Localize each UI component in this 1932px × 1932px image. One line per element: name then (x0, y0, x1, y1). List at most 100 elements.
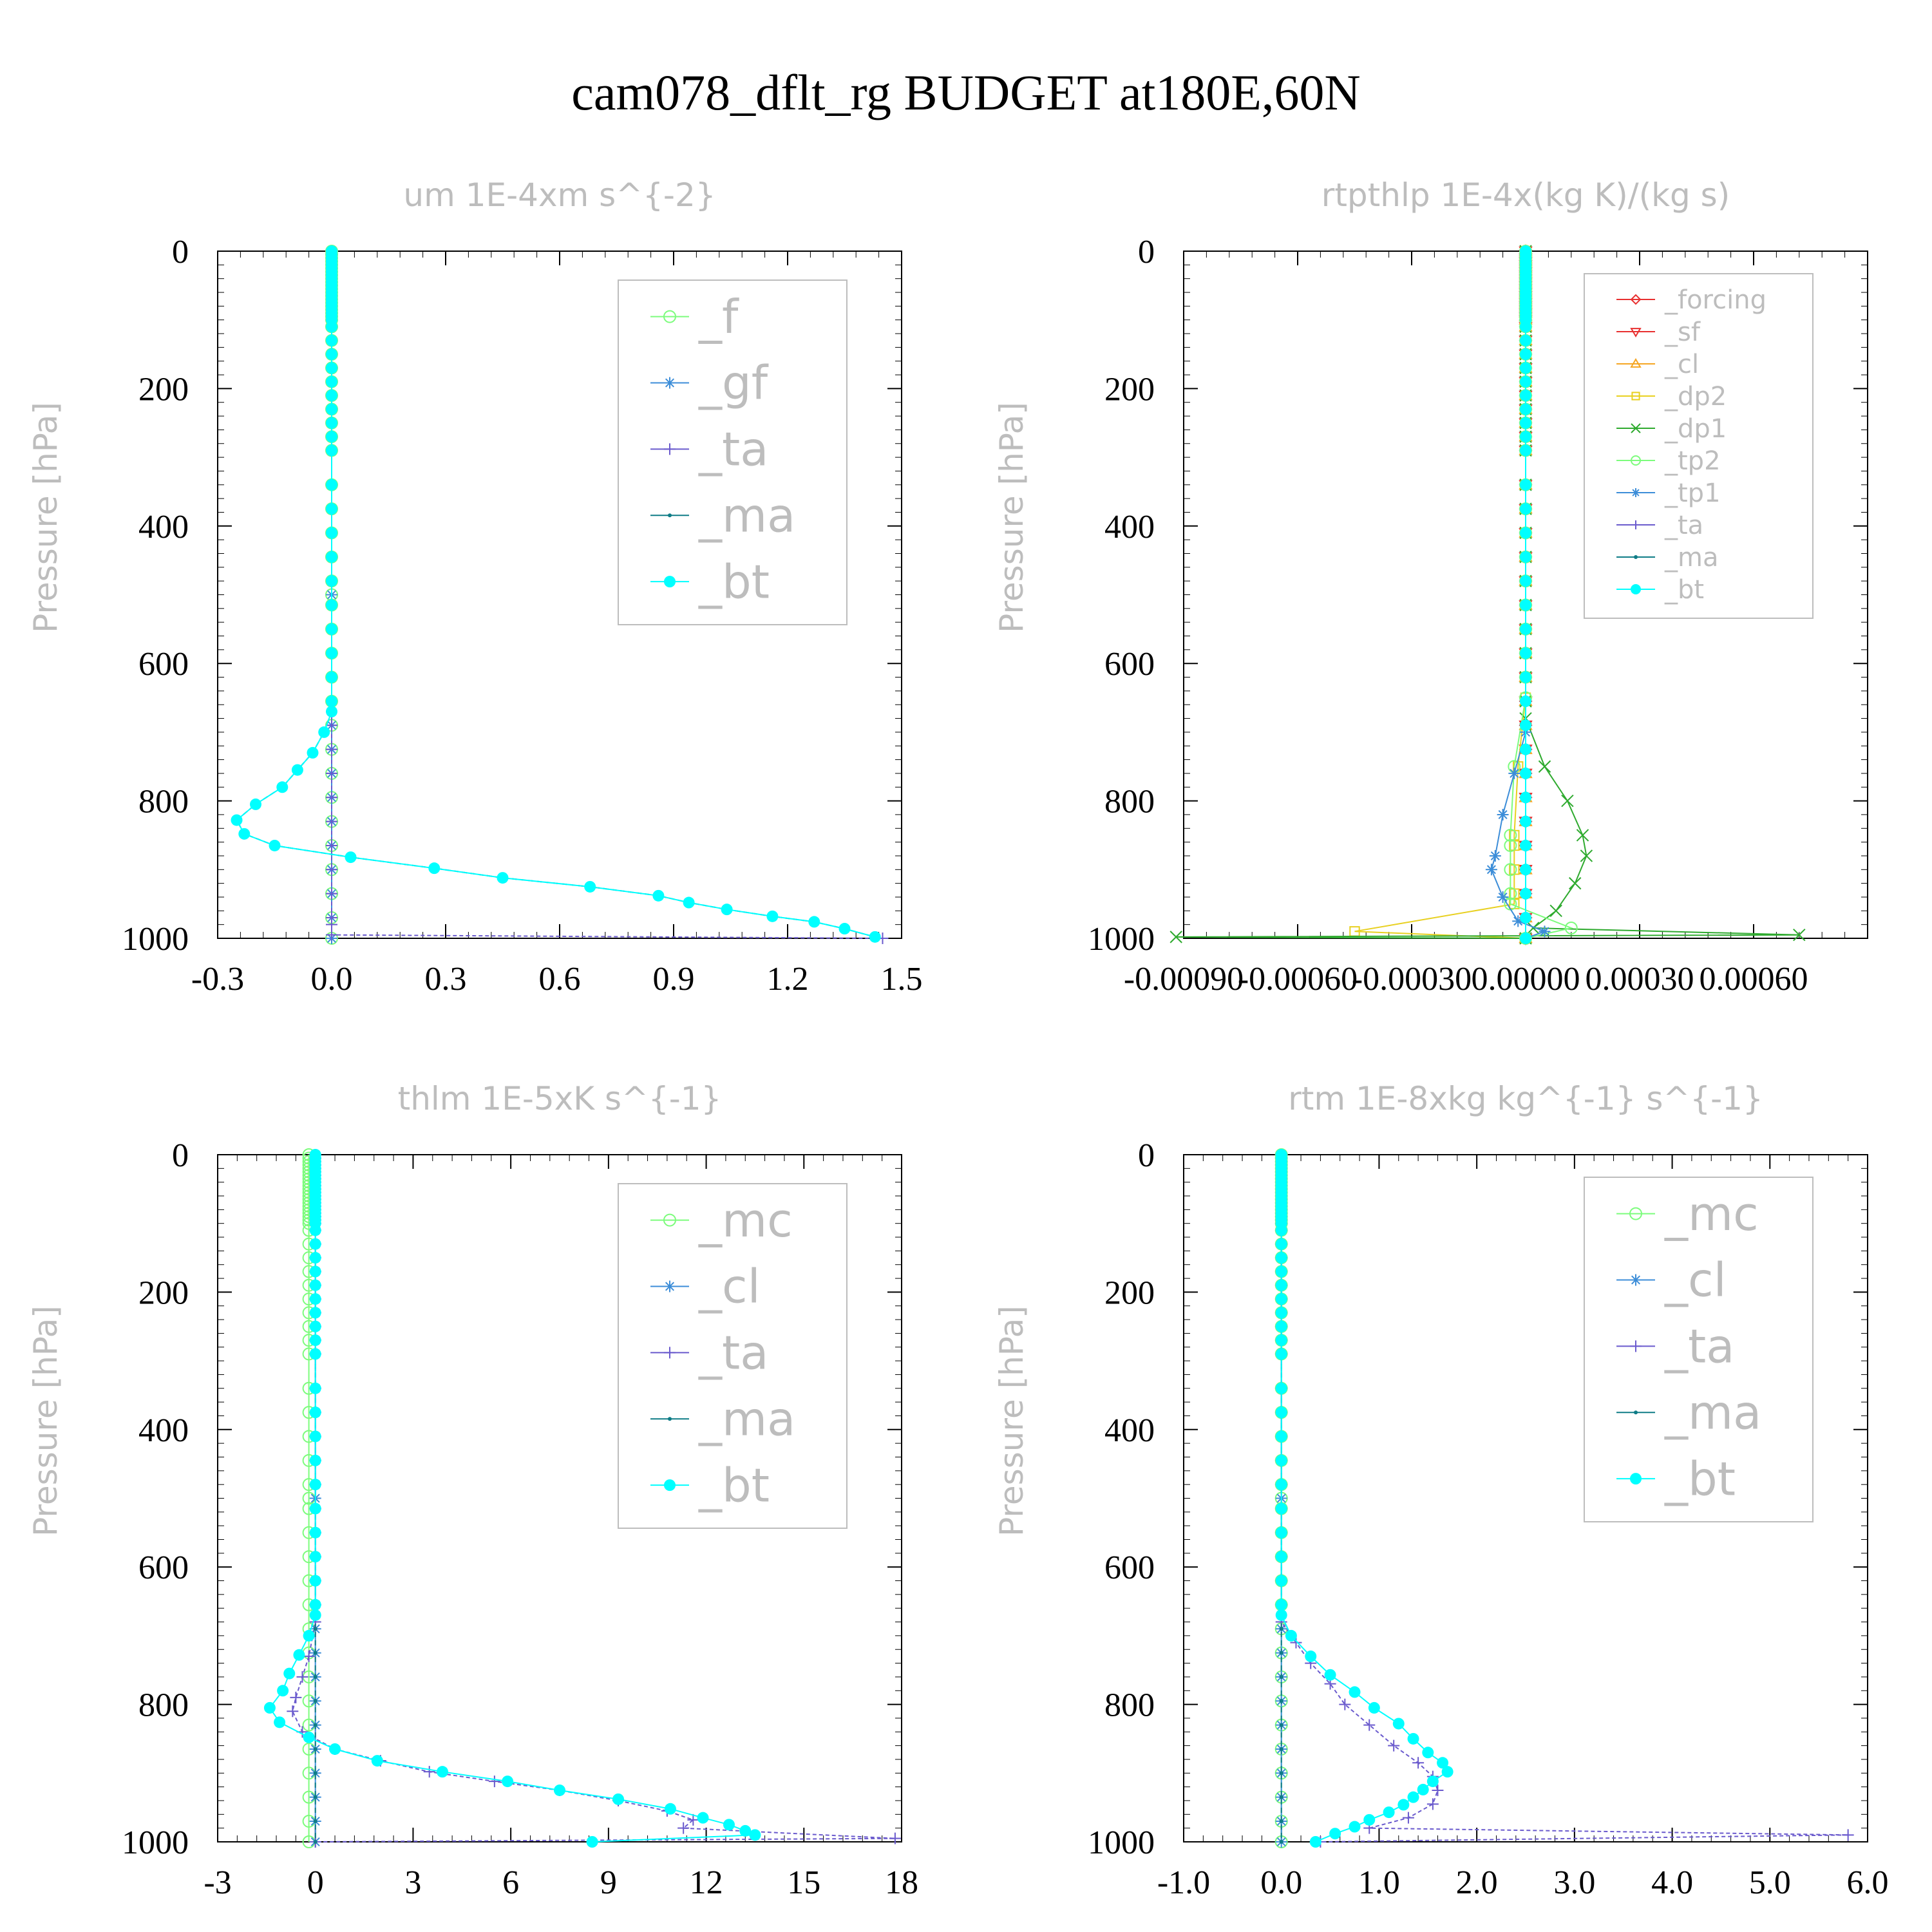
series-marker (1520, 334, 1531, 346)
series-marker (1402, 1812, 1414, 1824)
figure-title: cam078_dflt_rg BUDGET at180E,60N (571, 64, 1360, 120)
series-marker (1520, 431, 1531, 443)
series-marker (1279, 1699, 1283, 1703)
series-marker (838, 923, 851, 935)
panel-um: um 1E-4xm s^{-2} Pressure [hPa] 0 200 400 600… (27, 176, 923, 998)
legend-marker (1634, 1410, 1638, 1415)
series-marker (1504, 828, 1517, 842)
legend-marker (1631, 423, 1641, 433)
y-tick-label: 600 (138, 1549, 189, 1586)
x-tick-label: -0.00030 (1352, 961, 1472, 998)
series-marker (1275, 1551, 1287, 1563)
y-tick-label: 1000 (1088, 921, 1155, 958)
series-marker (1549, 904, 1562, 918)
series-marker (309, 1430, 321, 1443)
y-tick-label: 400 (138, 509, 189, 545)
series-marker (326, 348, 337, 361)
series-bt (263, 1149, 761, 1848)
series-marker (290, 1691, 302, 1703)
series-marker (1520, 815, 1531, 828)
y-tick-label: 200 (138, 371, 189, 408)
series-marker (1520, 933, 1531, 944)
series-marker (1441, 1766, 1454, 1778)
series-marker (1349, 1686, 1361, 1698)
series-marker (1520, 551, 1531, 563)
series-marker (1339, 1698, 1351, 1710)
series-marker (1275, 1224, 1287, 1236)
series-marker (326, 321, 337, 333)
legend-entry: _sf (1664, 317, 1701, 347)
series-marker (326, 478, 337, 491)
x-tick-label: 5.0 (1749, 1864, 1791, 1901)
legend-entry: _dp2 (1664, 382, 1727, 412)
y-tick-label: 0 (1138, 1137, 1155, 1174)
series-marker (1520, 503, 1531, 515)
series-marker (313, 1795, 317, 1799)
series-marker (1520, 527, 1531, 539)
series-marker (683, 896, 695, 909)
series-marker (309, 1348, 321, 1360)
series-marker (1388, 1739, 1400, 1752)
series-marker (326, 719, 337, 732)
series-line (1280, 1155, 1448, 1842)
series-marker (309, 1575, 321, 1587)
legend-marker (1630, 358, 1642, 368)
series-marker (326, 695, 337, 707)
series-marker (1275, 1526, 1287, 1539)
series-marker (313, 1627, 317, 1631)
series-marker (326, 743, 337, 755)
series-marker (1275, 1430, 1287, 1443)
series-marker (652, 889, 665, 902)
series-marker (1520, 599, 1531, 611)
x-tick-label: 6 (502, 1864, 519, 1901)
series-marker (309, 1252, 321, 1264)
series-marker (1520, 444, 1531, 457)
series-marker (1520, 575, 1531, 587)
panel-rtpthlp: rtpthlp 1E-4x(kg K)/(kg s) Pressure [hPa]… (993, 176, 1868, 998)
x-tick-label: 0.6 (539, 961, 581, 998)
series-marker (313, 1699, 317, 1703)
panel-title: um 1E-4xm s^{-2} (403, 176, 715, 214)
series-marker (1275, 1279, 1287, 1291)
legend: _forcing_sf _cl _dp2_dp1_tp2_tp1 _ta _ma_bt (1584, 273, 1814, 619)
series-marker (1489, 849, 1501, 862)
y-tick-label: 800 (1104, 784, 1155, 820)
series-marker (1426, 1798, 1439, 1810)
y-tick-label: 800 (1104, 1687, 1155, 1724)
panel-title: rtm 1E-8xkg kg^{-1} s^{-1} (1288, 1080, 1763, 1117)
series-marker (1520, 695, 1531, 707)
series-marker (326, 864, 337, 876)
series-marker (1497, 808, 1509, 820)
y-axis-label: Pressure [hPa] (993, 1305, 1030, 1537)
series-marker (1564, 921, 1578, 934)
series-marker (313, 1747, 317, 1751)
legend-entry: _bt (1664, 575, 1704, 605)
series-marker (313, 1674, 317, 1679)
series-marker (326, 551, 337, 563)
legend: _f _gf _ta _ma _bt (618, 279, 848, 625)
series-marker (326, 362, 337, 374)
y-axis-label: Pressure [hPa] (27, 1305, 64, 1537)
series-marker (326, 839, 337, 851)
x-tick-label: -0.3 (191, 961, 244, 998)
series-marker (1842, 1829, 1854, 1841)
series-marker (1561, 794, 1574, 808)
legend-entry: _mc (1664, 1187, 1759, 1241)
series-marker (1520, 362, 1531, 374)
series-marker (1170, 931, 1182, 943)
series-marker (309, 1609, 321, 1621)
series-marker (554, 1784, 565, 1796)
series-marker (1275, 1320, 1287, 1332)
series-marker (1305, 1650, 1317, 1662)
series-marker (1568, 876, 1582, 890)
series-marker (1520, 375, 1531, 388)
series-marker (1417, 1783, 1429, 1795)
series-marker (318, 726, 330, 738)
series-marker (309, 1293, 321, 1305)
series-marker (326, 671, 337, 683)
series-marker (309, 1502, 321, 1515)
series-marker (309, 1334, 321, 1347)
series-marker (309, 1238, 321, 1250)
x-tick-label: -1.0 (1157, 1864, 1210, 1901)
series-marker (1485, 864, 1497, 876)
